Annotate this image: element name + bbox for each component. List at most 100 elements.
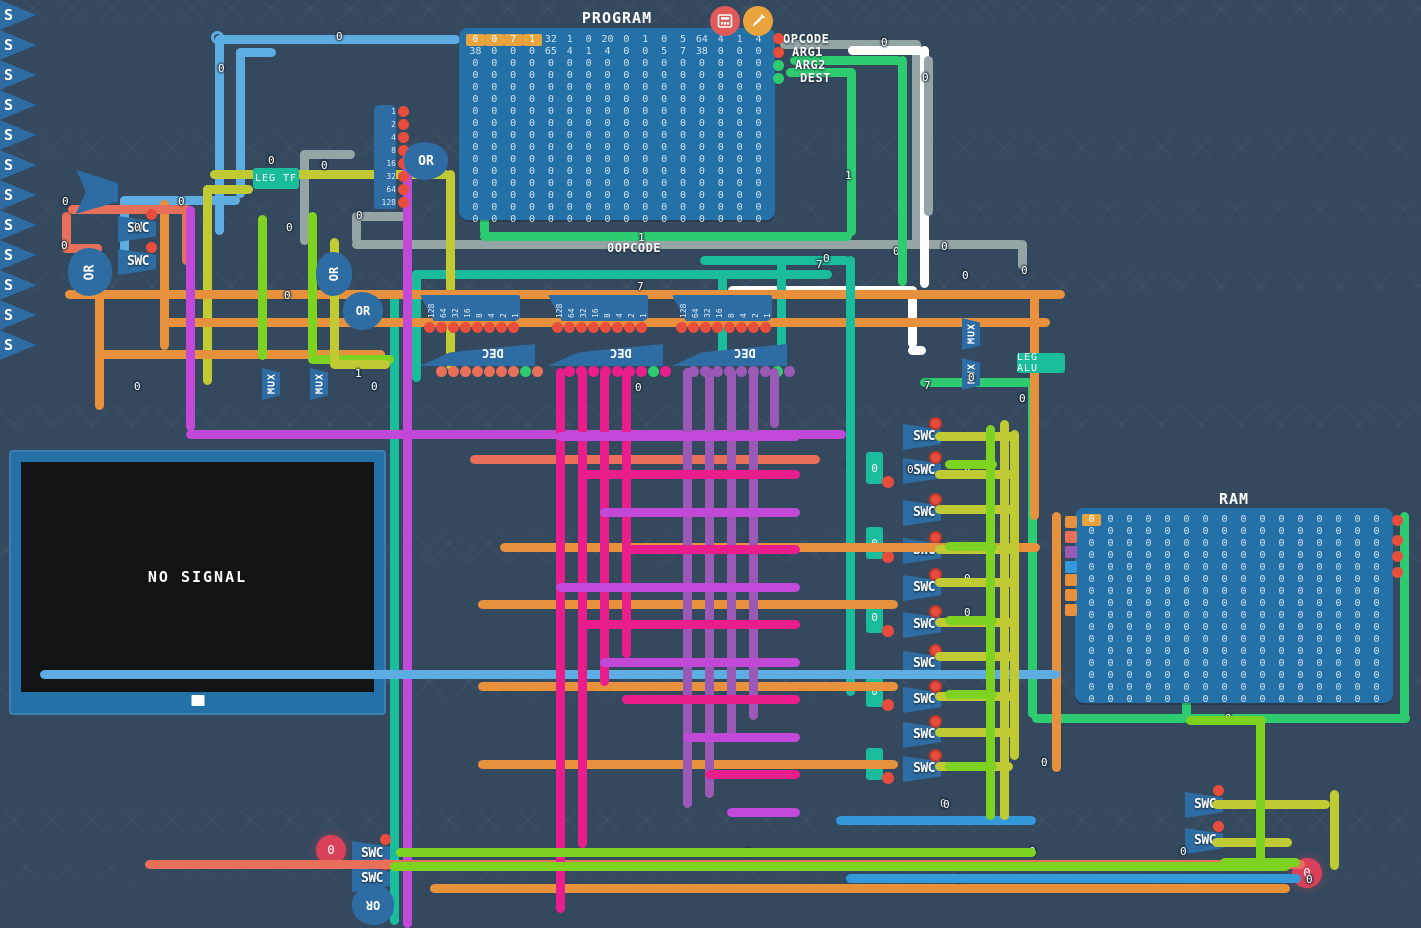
memory-cell[interactable]: 0 (1354, 610, 1361, 621)
memory-cell[interactable]: 0 (585, 118, 592, 129)
wire[interactable] (352, 212, 412, 221)
memory-cell[interactable]: 0 (1335, 634, 1342, 645)
memory-cell[interactable]: 0 (1221, 550, 1228, 561)
memory-cell[interactable]: 0 (1335, 658, 1342, 669)
memory-cell[interactable]: 0 (1145, 622, 1152, 633)
memory-cell[interactable]: 0 (623, 70, 630, 81)
memory-cell[interactable]: 0 (529, 166, 536, 177)
memory-cell[interactable]: 38 (469, 46, 482, 57)
memory-cell[interactable]: 0 (585, 190, 592, 201)
memory-cell[interactable]: 0 (529, 58, 536, 69)
register-output-pin[interactable] (882, 551, 894, 563)
memory-cell[interactable]: 0 (1126, 550, 1133, 561)
memory-cell[interactable]: 0 (491, 178, 498, 189)
memory-cell[interactable]: 0 (604, 94, 611, 105)
wire[interactable] (945, 762, 997, 771)
wire[interactable] (622, 545, 800, 554)
memory-cell[interactable]: 0 (1316, 658, 1323, 669)
memory-cell[interactable]: 0 (698, 142, 705, 153)
memory-cell[interactable]: 0 (642, 214, 649, 225)
memory-cell[interactable]: 0 (566, 58, 573, 69)
memory-cell[interactable]: 0 (623, 214, 630, 225)
decoder-input-pin[interactable] (460, 322, 471, 333)
wire[interactable] (846, 256, 855, 696)
memory-cell[interactable]: 0 (1145, 682, 1152, 693)
memory-cell[interactable]: 0 (1183, 526, 1190, 537)
memory-cell[interactable]: 0 (1164, 550, 1171, 561)
memory-cell[interactable]: 0 (1335, 574, 1342, 585)
memory-cell[interactable]: 0 (1202, 610, 1209, 621)
wire[interactable] (203, 185, 253, 194)
memory-cell[interactable]: 1 (736, 34, 743, 45)
memory-cell[interactable]: 0 (585, 142, 592, 153)
memory-cell[interactable]: 0 (1164, 682, 1171, 693)
decoder-input-pin[interactable] (564, 322, 575, 333)
memory-cell[interactable]: 0 (1164, 658, 1171, 669)
decoder-output-pin[interactable] (688, 366, 699, 377)
memory-cell[interactable]: 0 (1335, 694, 1342, 705)
memory-cell[interactable]: 0 (1202, 526, 1209, 537)
memory-cell[interactable]: 0 (1221, 658, 1228, 669)
memory-cell[interactable]: 0 (1164, 562, 1171, 573)
memory-cell[interactable]: 0 (680, 214, 687, 225)
memory-cell[interactable]: 0 (1335, 526, 1342, 537)
wire[interactable] (300, 150, 355, 159)
memory-cell[interactable]: 0 (1164, 526, 1171, 537)
register-value-box[interactable]: 0 (866, 675, 883, 707)
decoder-output-pin[interactable] (460, 366, 471, 377)
memory-cell[interactable]: 0 (529, 142, 536, 153)
memory-cell[interactable]: 1 (585, 46, 592, 57)
wire[interactable] (770, 368, 779, 428)
mux-component[interactable] (962, 358, 980, 390)
memory-cell[interactable]: 0 (1126, 514, 1133, 525)
memory-cell[interactable]: 0 (642, 82, 649, 93)
register-output-pin[interactable] (882, 699, 894, 711)
decoder-output-pin[interactable] (760, 366, 771, 377)
wire[interactable] (470, 455, 820, 464)
ram-output-pin[interactable] (1392, 567, 1403, 578)
memory-cell[interactable]: 0 (604, 214, 611, 225)
memory-cell[interactable]: 0 (491, 166, 498, 177)
memory-cell[interactable]: 0 (1088, 694, 1095, 705)
memory-cell[interactable]: 0 (1354, 586, 1361, 597)
wire[interactable] (186, 430, 846, 439)
encoder-pin[interactable] (398, 197, 409, 208)
wire[interactable] (236, 48, 276, 57)
memory-cell[interactable]: 0 (604, 118, 611, 129)
wire[interactable] (1212, 800, 1330, 809)
wire[interactable] (935, 470, 1013, 479)
memory-cell[interactable]: 0 (1145, 670, 1152, 681)
or-gate-mid-1[interactable]: OR (316, 252, 352, 296)
memory-cell[interactable]: 0 (1164, 670, 1171, 681)
ram-port-pin[interactable] (1065, 531, 1077, 543)
memory-cell[interactable]: 0 (604, 154, 611, 165)
memory-cell[interactable]: 0 (1297, 598, 1304, 609)
memory-cell[interactable]: 0 (1316, 574, 1323, 585)
memory-cell[interactable]: 0 (1259, 586, 1266, 597)
memory-cell[interactable]: 0 (717, 46, 724, 57)
memory-cell[interactable]: 0 (661, 142, 668, 153)
memory-cell[interactable]: 0 (1088, 670, 1095, 681)
memory-cell[interactable]: 0 (717, 142, 724, 153)
memory-cell[interactable]: 0 (755, 118, 762, 129)
memory-cell[interactable]: 0 (755, 94, 762, 105)
memory-cell[interactable]: 0 (642, 154, 649, 165)
memory-cell[interactable]: 0 (623, 118, 630, 129)
memory-cell[interactable]: 0 (717, 178, 724, 189)
memory-cell[interactable]: 0 (491, 202, 498, 213)
memory-cell[interactable]: 0 (1202, 694, 1209, 705)
ram-port-pin[interactable] (1065, 604, 1077, 616)
memory-cell[interactable]: 0 (1107, 694, 1114, 705)
memory-cell[interactable]: 7 (680, 46, 687, 57)
memory-cell[interactable]: 0 (1164, 610, 1171, 621)
memory-cell[interactable]: 0 (585, 130, 592, 141)
memory-cell[interactable]: 0 (1240, 610, 1247, 621)
wire[interactable] (258, 215, 267, 360)
memory-cell[interactable]: 0 (1278, 694, 1285, 705)
decoder-input-pin[interactable] (712, 322, 723, 333)
memory-cell[interactable]: 0 (755, 154, 762, 165)
memory-cell[interactable]: 0 (1373, 514, 1380, 525)
decoder-input-pin[interactable] (724, 322, 735, 333)
